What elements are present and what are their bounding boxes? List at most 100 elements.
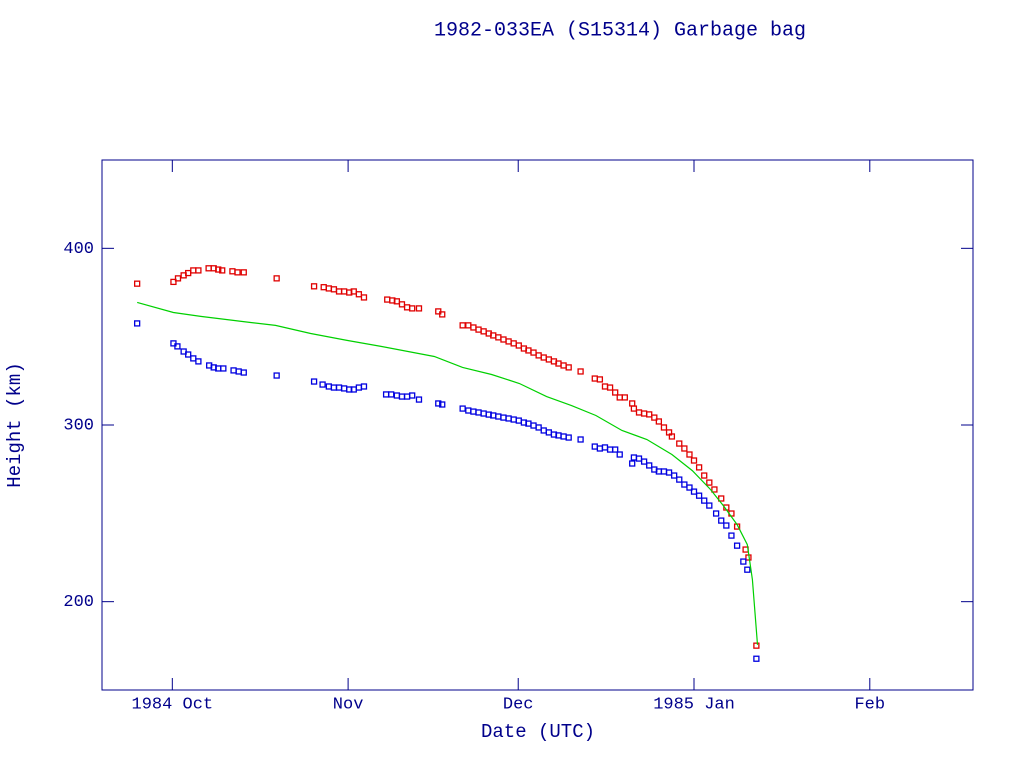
point (616, 451, 623, 458)
point (409, 392, 416, 399)
point (500, 336, 507, 343)
point (706, 502, 713, 509)
point (495, 413, 502, 420)
point (335, 384, 343, 391)
point (388, 391, 395, 398)
point (596, 376, 604, 383)
point (560, 362, 567, 369)
point (220, 365, 227, 372)
point (540, 427, 547, 434)
point (744, 566, 751, 573)
point (701, 497, 708, 504)
point (360, 383, 368, 390)
point (740, 558, 747, 565)
point (229, 268, 236, 275)
point (591, 375, 598, 382)
point (465, 322, 472, 329)
point (591, 443, 598, 450)
point (355, 291, 363, 298)
point (530, 349, 537, 356)
point (330, 286, 338, 293)
point (612, 389, 619, 396)
point (540, 354, 547, 361)
point (273, 372, 280, 379)
point (577, 436, 584, 443)
point (668, 433, 676, 440)
point (718, 495, 725, 502)
point (174, 275, 182, 282)
point (535, 424, 542, 431)
point (459, 322, 466, 329)
point (235, 368, 242, 375)
x-axis-label: Date (UTC) (481, 721, 595, 743)
y-tick-label: 300 (63, 416, 94, 435)
point (195, 267, 202, 274)
point (205, 265, 212, 272)
point (439, 311, 446, 318)
point (505, 338, 512, 345)
point (545, 356, 552, 363)
x-tick-label: 1985 Jan (653, 695, 735, 714)
point (646, 411, 653, 418)
point (185, 351, 192, 358)
point (240, 369, 247, 376)
point (415, 396, 423, 403)
x-tick-label: Dec (503, 695, 534, 714)
point (415, 305, 423, 312)
point (753, 642, 760, 649)
point (360, 294, 368, 301)
point (665, 469, 673, 476)
point (630, 454, 638, 461)
point (500, 414, 507, 421)
point (515, 417, 522, 424)
point (640, 458, 648, 465)
point (629, 460, 636, 467)
point (651, 414, 658, 421)
point (671, 472, 678, 479)
point (330, 384, 338, 391)
point (601, 444, 609, 451)
point (234, 269, 241, 276)
point (240, 269, 247, 276)
point (398, 393, 406, 400)
point (686, 451, 693, 458)
point (530, 422, 537, 429)
point (711, 486, 718, 493)
x-tick-label: Nov (333, 695, 364, 714)
x-tick-label: Feb (854, 695, 885, 714)
point (676, 440, 683, 447)
point (439, 401, 446, 408)
point (560, 433, 567, 440)
point (325, 285, 332, 292)
point (355, 384, 363, 391)
point (319, 381, 326, 388)
point (621, 394, 628, 401)
point (134, 320, 141, 327)
point (728, 532, 735, 539)
point (676, 476, 683, 483)
point (393, 392, 401, 399)
point (686, 484, 693, 491)
point (480, 328, 487, 335)
point (215, 266, 222, 273)
point (577, 368, 584, 375)
point (681, 445, 688, 452)
point (565, 364, 572, 371)
point (712, 510, 720, 517)
point (596, 445, 604, 452)
point (340, 385, 348, 392)
point (495, 334, 502, 341)
point (535, 352, 542, 359)
point (174, 343, 181, 350)
point (629, 400, 636, 407)
y-tick-label: 200 (63, 593, 94, 612)
point (640, 410, 648, 417)
y-axis-label: Height (km) (4, 362, 26, 487)
point (470, 324, 477, 331)
point (701, 472, 708, 479)
point (695, 492, 703, 499)
point (612, 446, 619, 453)
point (635, 455, 643, 462)
point (601, 383, 609, 390)
point (655, 418, 663, 425)
